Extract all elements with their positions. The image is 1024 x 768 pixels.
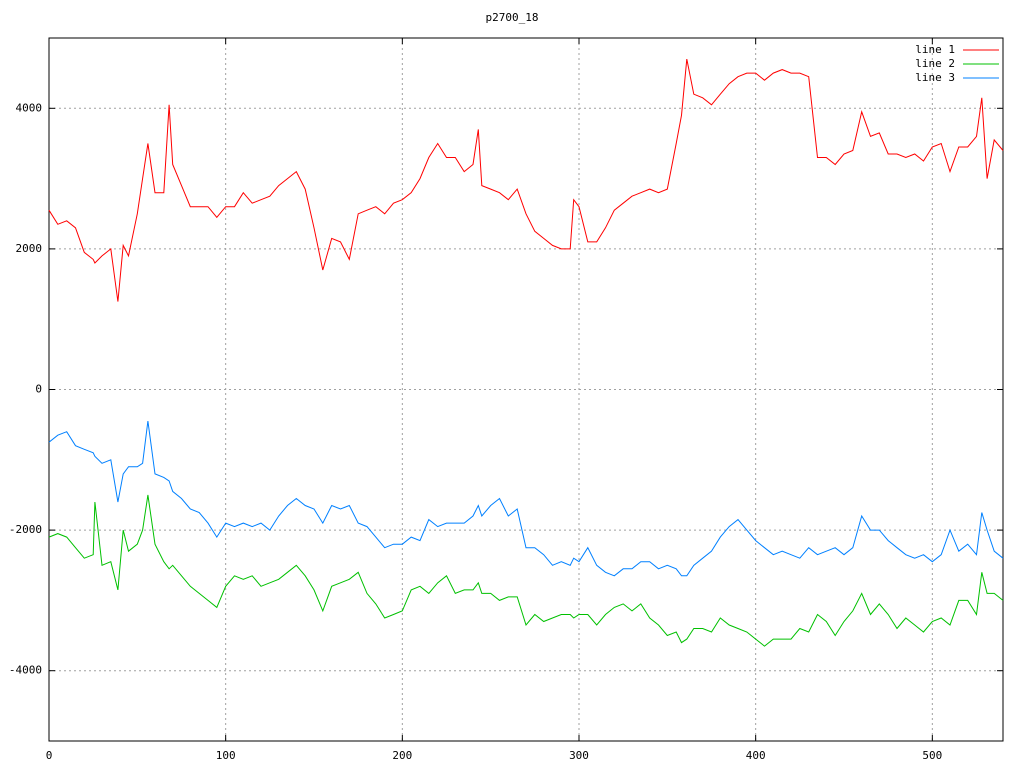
legend-label: line 1 bbox=[915, 43, 955, 56]
y-tick-label: -2000 bbox=[9, 523, 42, 536]
legend-label: line 3 bbox=[915, 71, 955, 84]
series-line bbox=[48, 421, 1004, 577]
series-line bbox=[48, 59, 1004, 302]
x-tick-label: 400 bbox=[746, 749, 766, 762]
y-tick-label: 0 bbox=[35, 383, 42, 396]
plot-border bbox=[48, 37, 1004, 742]
y-tick-label: 2000 bbox=[16, 242, 43, 255]
y-tick-label: 4000 bbox=[16, 101, 43, 114]
series-line bbox=[48, 494, 1004, 647]
y-tick-label: -4000 bbox=[9, 664, 42, 677]
legend-label: line 2 bbox=[915, 57, 955, 70]
x-tick-label: 100 bbox=[216, 749, 236, 762]
x-tick-label: 500 bbox=[922, 749, 942, 762]
x-tick-label: 300 bbox=[569, 749, 589, 762]
x-tick-label: 0 bbox=[46, 749, 53, 762]
chart-title: p2700_18 bbox=[486, 11, 539, 24]
x-tick-label: 200 bbox=[392, 749, 412, 762]
